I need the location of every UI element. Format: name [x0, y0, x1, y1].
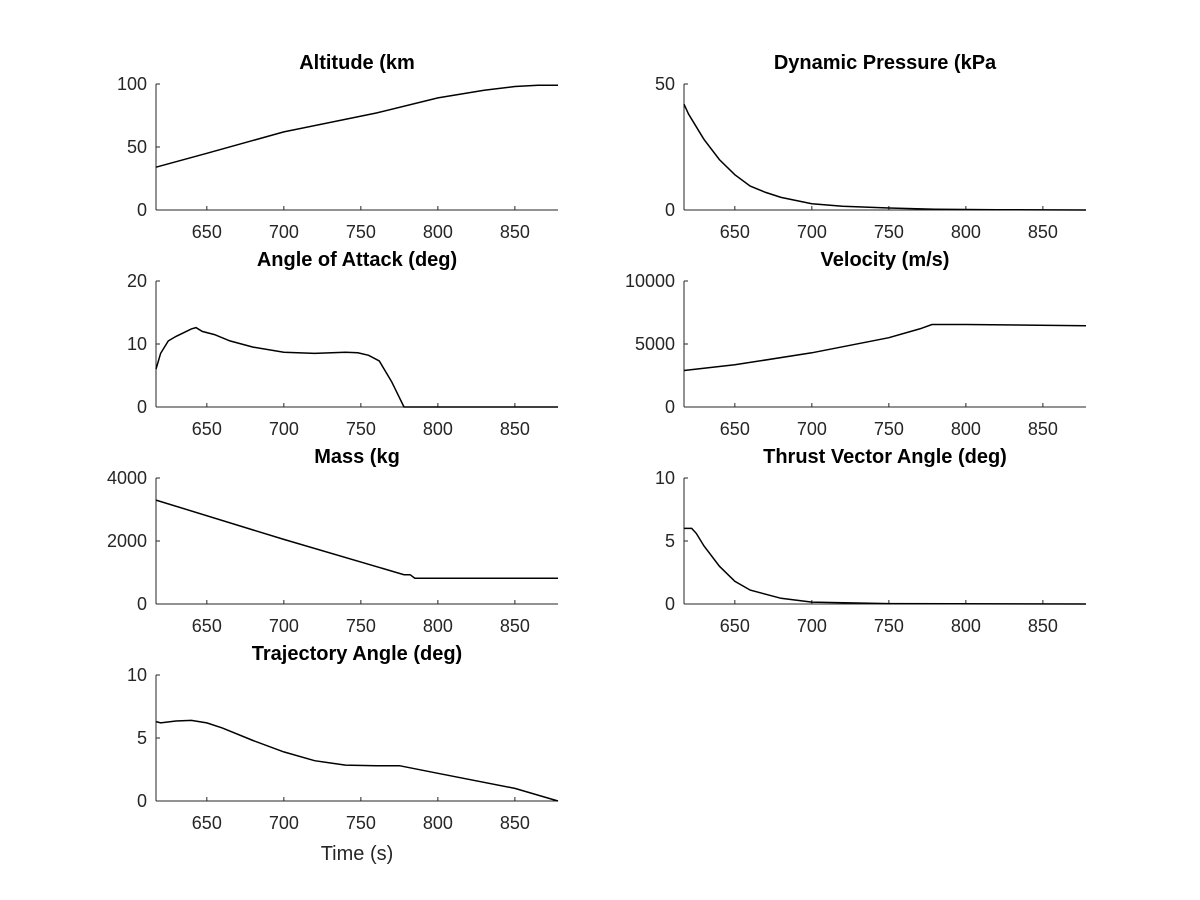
- x-tick-label: 800: [423, 222, 453, 242]
- x-tick-label: 750: [346, 222, 376, 242]
- subplot-1: 650 700 750 800 850 0 50 100 Altitude (km: [117, 52, 558, 242]
- y-tick-label: 0: [137, 397, 147, 417]
- x-tick-label: 700: [269, 616, 299, 636]
- y-tick-label: 100: [117, 74, 147, 94]
- subplot-title: Altitude (km: [299, 52, 415, 74]
- x-tick-label: 800: [423, 813, 453, 833]
- series-line: [683, 103, 1087, 211]
- x-tick-label: 650: [192, 813, 222, 833]
- subplot-title: Thrust Vector Angle (deg): [763, 446, 1007, 468]
- x-tick-label: 850: [500, 616, 530, 636]
- subplot-3: 650 700 750 800 850 0 10 20 Angle of Attack (deg…: [127, 249, 558, 439]
- subplot-7: 650 700 750 800 850 0 5 10 Trajectory Angle (deg…: [127, 643, 559, 865]
- x-tick-label: 850: [500, 222, 530, 242]
- y-tick-label: 2000: [107, 531, 147, 551]
- x-tick-label: 800: [951, 419, 981, 439]
- series-line: [683, 323, 1087, 372]
- x-tick-label: 700: [269, 419, 299, 439]
- subplot-6: 650 700 750 800 850 0 5 10 Thrust Vector Angle (…: [655, 446, 1087, 636]
- x-tick-label: 850: [500, 813, 530, 833]
- x-tick-label: 650: [720, 222, 750, 242]
- series-line: [684, 527, 1087, 605]
- y-tick-label: 0: [137, 594, 147, 614]
- subplot-5: 650 700 750 800 850 0 2000 4000 Mass (kg: [107, 446, 558, 636]
- y-tick-label: 20: [127, 271, 147, 291]
- y-tick-label: 10: [127, 665, 147, 685]
- x-tick-label: 750: [346, 616, 376, 636]
- subplot-title: Trajectory Angle (deg): [252, 643, 462, 665]
- x-tick-label: 650: [720, 419, 750, 439]
- y-tick-label: 10: [127, 334, 147, 354]
- x-tick-label: 850: [1028, 419, 1058, 439]
- x-tick-label: 650: [720, 616, 750, 636]
- x-tick-label: 850: [1028, 616, 1058, 636]
- x-tick-label: 800: [951, 616, 981, 636]
- x-axis-label: Time (s): [321, 843, 394, 865]
- x-tick-label: 650: [192, 616, 222, 636]
- y-tick-label: 0: [665, 200, 675, 220]
- x-tick-label: 850: [1028, 222, 1058, 242]
- y-tick-label: 0: [665, 594, 675, 614]
- subplot-title: Angle of Attack (deg): [257, 249, 457, 271]
- y-tick-label: 5000: [635, 334, 675, 354]
- y-tick-label: 50: [655, 74, 675, 94]
- x-tick-label: 750: [346, 813, 376, 833]
- series-line: [155, 499, 558, 579]
- x-tick-label: 700: [797, 222, 827, 242]
- x-tick-label: 800: [951, 222, 981, 242]
- subplot-2: 650 700 750 800 850 0 50 Dynamic Pressure (kPa: [655, 52, 1087, 242]
- x-tick-label: 800: [423, 419, 453, 439]
- x-tick-label: 750: [874, 616, 904, 636]
- x-tick-label: 650: [192, 222, 222, 242]
- x-tick-label: 750: [874, 222, 904, 242]
- subplot-title: Velocity (m/s): [821, 249, 950, 271]
- subplot-title: Dynamic Pressure (kPa: [774, 52, 997, 74]
- series-line: [155, 326, 558, 408]
- x-tick-label: 700: [269, 222, 299, 242]
- x-tick-label: 700: [269, 813, 299, 833]
- series-line: [155, 719, 559, 802]
- y-tick-label: 0: [665, 397, 675, 417]
- x-tick-label: 750: [874, 419, 904, 439]
- y-tick-label: 10000: [625, 271, 675, 291]
- x-tick-label: 700: [797, 419, 827, 439]
- x-tick-label: 850: [500, 419, 530, 439]
- y-tick-label: 5: [137, 728, 147, 748]
- x-tick-label: 650: [192, 419, 222, 439]
- subplot-title: Mass (kg: [314, 446, 400, 468]
- y-tick-label: 50: [127, 137, 147, 157]
- y-tick-label: 10: [655, 468, 675, 488]
- series-line: [155, 84, 558, 168]
- y-tick-label: 4000: [107, 468, 147, 488]
- x-tick-label: 800: [423, 616, 453, 636]
- x-tick-label: 750: [346, 419, 376, 439]
- y-tick-label: 0: [137, 791, 147, 811]
- y-tick-label: 0: [137, 200, 147, 220]
- y-tick-label: 5: [665, 531, 675, 551]
- x-tick-label: 700: [797, 616, 827, 636]
- subplot-4: 650 700 750 800 850 0 5000 10000 Velocity (m/s): [625, 249, 1087, 439]
